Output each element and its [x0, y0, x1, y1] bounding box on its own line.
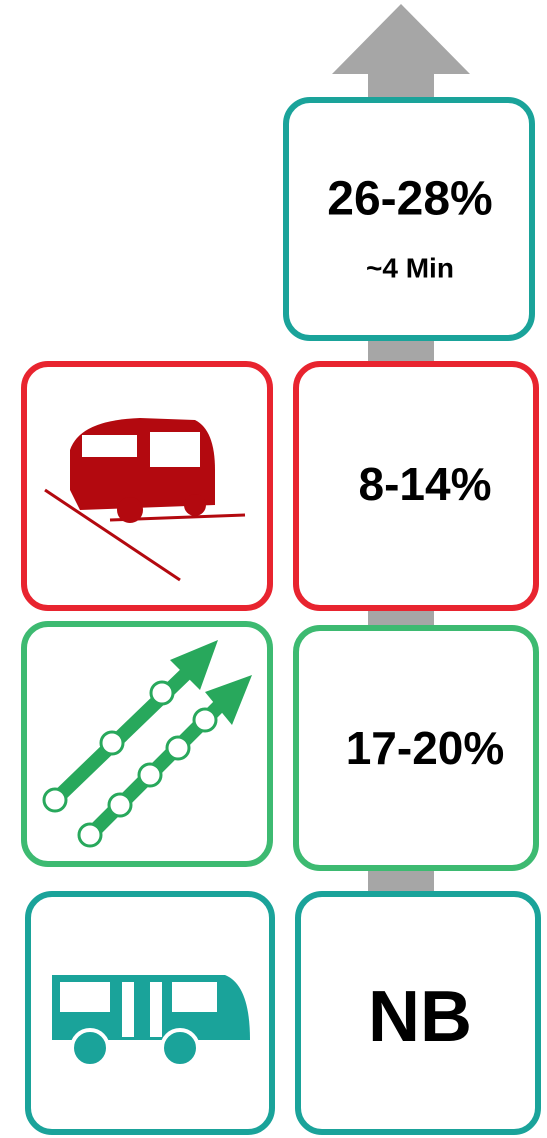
- box: [293, 361, 539, 611]
- box-label: 26-28%: [327, 173, 492, 226]
- icon-box: [21, 621, 273, 867]
- box-label: 8-14%: [359, 458, 492, 510]
- arrow-head: [332, 4, 470, 74]
- box: [283, 97, 535, 341]
- bus-icon: [52, 975, 250, 1068]
- bus-icon: [44, 418, 246, 582]
- box: [293, 625, 539, 871]
- box-label: NB: [368, 977, 472, 1057]
- box: [295, 891, 541, 1135]
- route-icon: [42, 640, 252, 848]
- box-label: 17-20%: [346, 722, 505, 774]
- box-sublabel: ~4 Min: [366, 252, 454, 283]
